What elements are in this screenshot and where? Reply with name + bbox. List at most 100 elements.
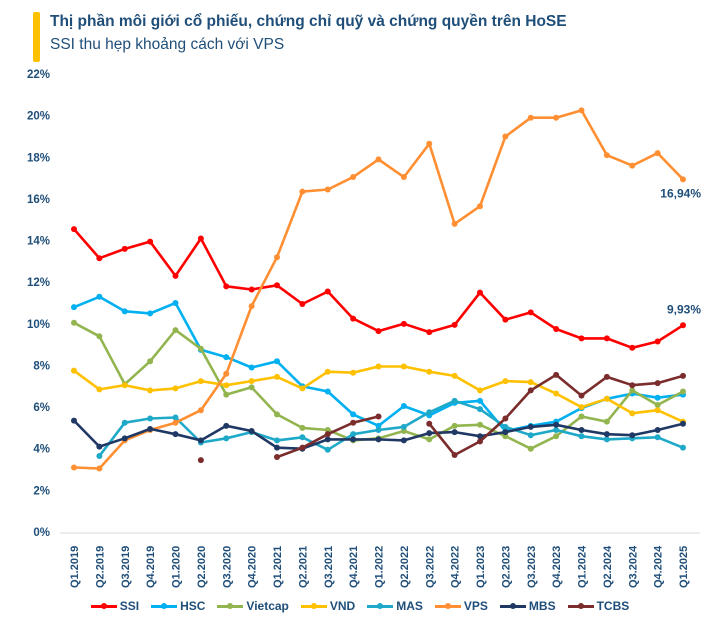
data-point-vnd bbox=[578, 404, 585, 411]
data-point-mas bbox=[172, 414, 179, 421]
y-tick-label: 0% bbox=[33, 527, 50, 539]
data-point-mbs bbox=[197, 437, 204, 444]
data-point-vnd bbox=[527, 379, 534, 386]
legend-swatch-icon bbox=[499, 602, 526, 609]
series-mbs bbox=[71, 417, 686, 452]
data-point-vps bbox=[654, 150, 661, 157]
data-point-vnd bbox=[147, 387, 154, 394]
data-point-mbs bbox=[654, 426, 661, 433]
data-point-vietcap bbox=[197, 345, 204, 352]
legend-label: SSI bbox=[119, 599, 140, 613]
data-point-ssi bbox=[96, 255, 103, 262]
data-point-ssi bbox=[553, 326, 560, 333]
data-point-mbs bbox=[400, 437, 407, 444]
data-point-vps bbox=[527, 114, 534, 121]
series-line-mas bbox=[98, 399, 685, 458]
data-point-vps bbox=[96, 465, 103, 472]
data-point-mbs bbox=[248, 428, 255, 435]
series-layer bbox=[71, 107, 686, 472]
series-line-tcbs bbox=[427, 373, 685, 457]
data-point-vietcap bbox=[553, 433, 560, 440]
data-point-vnd bbox=[223, 382, 230, 389]
data-point-hsc bbox=[147, 310, 154, 317]
data-point-vps bbox=[400, 174, 407, 181]
legend-label: VND bbox=[329, 599, 356, 613]
data-point-vietcap bbox=[96, 333, 103, 340]
data-point-tcbs bbox=[274, 454, 280, 461]
data-point-mbs bbox=[553, 421, 560, 428]
legend-swatch-icon bbox=[300, 602, 327, 609]
data-point-mbs bbox=[350, 436, 357, 443]
data-point-vnd bbox=[375, 363, 382, 370]
legend-item-tcbs: TCBS bbox=[567, 599, 629, 613]
x-tick-label: Q2.2020 bbox=[196, 546, 208, 588]
x-tick-label: Q3.2023 bbox=[526, 546, 538, 588]
legend-swatch-icon bbox=[217, 602, 244, 609]
data-point-vietcap bbox=[71, 319, 77, 326]
x-tick-label: Q3.2024 bbox=[627, 545, 639, 588]
x-tick-label: Q1.2020 bbox=[171, 546, 183, 588]
data-point-vnd bbox=[654, 407, 661, 414]
data-point-vietcap bbox=[299, 424, 306, 431]
legend-item-vnd: VND bbox=[300, 599, 356, 613]
x-tick-label: Q3.2019 bbox=[120, 546, 132, 588]
data-point-tcbs bbox=[426, 420, 433, 427]
data-point-ssi bbox=[400, 320, 407, 327]
data-point-mas bbox=[274, 437, 280, 444]
data-point-vnd bbox=[400, 363, 407, 370]
data-point-vps bbox=[629, 162, 636, 169]
data-point-vnd bbox=[553, 390, 560, 397]
data-point-ssi bbox=[172, 272, 179, 279]
data-point-mas bbox=[400, 423, 407, 430]
data-point-mas bbox=[147, 415, 154, 422]
x-tick-label: Q3.2021 bbox=[323, 546, 335, 588]
data-point-vps bbox=[553, 114, 560, 121]
data-point-vietcap bbox=[426, 436, 433, 443]
y-tick-label: 2% bbox=[33, 485, 50, 497]
data-point-tcbs bbox=[578, 392, 585, 399]
data-point-ssi bbox=[248, 286, 255, 293]
y-tick-label: 10% bbox=[27, 319, 50, 331]
legend-label: MBS bbox=[528, 599, 556, 613]
legend-swatch-icon bbox=[90, 602, 117, 609]
data-point-mbs bbox=[96, 443, 103, 450]
data-point-mbs bbox=[121, 435, 128, 442]
data-point-vietcap bbox=[603, 418, 610, 425]
data-point-mas bbox=[553, 426, 560, 433]
data-point-vietcap bbox=[223, 391, 230, 398]
data-point-mbs bbox=[629, 432, 636, 439]
data-point-tcbs bbox=[502, 415, 509, 422]
data-point-vietcap bbox=[400, 428, 407, 435]
data-point-tcbs bbox=[350, 419, 357, 426]
data-point-vnd bbox=[121, 382, 128, 389]
x-tick-label: Q1.2021 bbox=[272, 546, 284, 588]
data-point-mbs bbox=[172, 431, 179, 438]
data-point-mas bbox=[121, 419, 128, 426]
data-point-vnd bbox=[502, 378, 509, 385]
data-point-tcbs bbox=[197, 457, 204, 464]
data-point-ssi bbox=[71, 226, 77, 233]
data-point-hsc bbox=[654, 394, 661, 401]
data-point-vnd bbox=[299, 385, 306, 392]
data-point-vnd bbox=[248, 378, 255, 385]
data-point-ssi bbox=[502, 316, 509, 323]
data-point-mbs bbox=[324, 436, 331, 443]
data-point-tcbs bbox=[477, 438, 483, 445]
data-point-mbs bbox=[578, 426, 585, 433]
data-point-hsc bbox=[350, 411, 357, 418]
x-tick-label: Q1.2023 bbox=[475, 546, 487, 588]
data-point-ssi bbox=[223, 283, 230, 290]
annotation-layer: 16,94% 9,93% bbox=[660, 186, 701, 316]
data-point-mas bbox=[96, 453, 103, 460]
data-point-vnd bbox=[451, 372, 458, 379]
data-point-vnd bbox=[96, 386, 103, 393]
data-point-mas bbox=[502, 423, 509, 430]
data-point-vnd bbox=[172, 385, 179, 392]
data-point-ssi bbox=[147, 238, 154, 245]
data-point-vietcap bbox=[451, 422, 458, 429]
data-point-mas bbox=[375, 426, 382, 433]
data-point-vps bbox=[324, 186, 331, 193]
legend-item-ssi: SSI bbox=[90, 599, 140, 613]
data-point-mas bbox=[223, 435, 230, 442]
data-point-vps bbox=[603, 152, 610, 159]
